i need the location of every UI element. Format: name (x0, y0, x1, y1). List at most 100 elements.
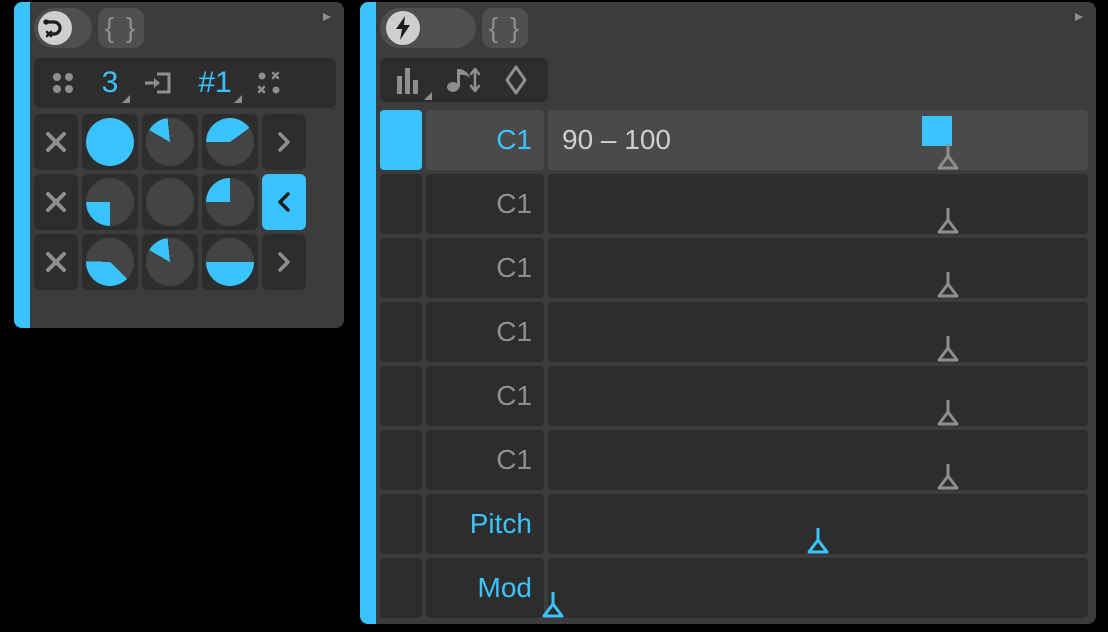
grid-row (34, 174, 336, 230)
lane-slider[interactable] (548, 558, 1088, 618)
mode-toggle[interactable] (34, 8, 92, 48)
bolt-icon (386, 11, 420, 45)
lane-enable-toggle[interactable] (380, 430, 422, 490)
expand-caret-icon[interactable] (318, 8, 336, 26)
lane-label[interactable]: C1 (426, 174, 544, 234)
step-cell[interactable] (82, 234, 138, 290)
step-cell[interactable] (142, 114, 198, 170)
randomize-button[interactable] (40, 61, 86, 105)
slider-handle[interactable] (937, 400, 959, 424)
expand-collapse-button[interactable] (492, 58, 540, 102)
lane-enable-toggle[interactable] (380, 302, 422, 362)
step-cell[interactable] (202, 234, 258, 290)
piano-view-button[interactable] (386, 58, 434, 102)
close-icon (44, 190, 68, 214)
lane-enable-toggle[interactable] (380, 238, 422, 298)
shuffle-dots-icon (255, 69, 283, 97)
left-toolbar: 3 #1 (34, 58, 336, 108)
note-arrows-icon (445, 66, 481, 94)
lane-row: C1 (380, 238, 1088, 298)
range-marker[interactable] (922, 116, 952, 146)
close-icon (44, 250, 68, 274)
pattern-number[interactable]: #1 (186, 61, 244, 105)
expand-caret-icon[interactable] (1070, 8, 1088, 26)
panel-accent-bar (360, 2, 376, 624)
step-grid (34, 114, 336, 290)
row-delete-button[interactable] (34, 114, 78, 170)
lane-enable-toggle[interactable] (380, 558, 422, 618)
lane-enable-toggle[interactable] (380, 110, 422, 170)
right-toolbar (380, 58, 548, 102)
step-cell[interactable] (202, 174, 258, 230)
lane-slider[interactable] (548, 238, 1088, 298)
route-icon (38, 11, 72, 45)
lane-row: Pitch (380, 494, 1088, 554)
lane-label[interactable]: Pitch (426, 494, 544, 554)
braces-label: { } (105, 12, 137, 44)
panel-header: { } (380, 8, 1088, 48)
step-count-value: 3 (102, 66, 119, 100)
chevron-right-icon (272, 250, 296, 274)
step-count[interactable]: 3 (88, 61, 132, 105)
step-input-button[interactable] (134, 61, 184, 105)
step-cell[interactable] (142, 174, 198, 230)
lane-label[interactable]: C1 (426, 238, 544, 298)
mode-toggle[interactable] (380, 8, 476, 48)
lane-label[interactable]: C1 (426, 430, 544, 490)
step-cell[interactable] (142, 234, 198, 290)
lane-label[interactable]: C1 (426, 110, 544, 170)
shuffle-button[interactable] (246, 61, 292, 105)
chevron-left-icon (272, 190, 296, 214)
diamond-updown-icon (502, 65, 530, 95)
lane-slider[interactable]: 90 – 100 (548, 110, 1088, 170)
slider-handle[interactable] (937, 208, 959, 232)
note-lanes-panel: { } (360, 2, 1096, 624)
piano-bars-icon (395, 66, 425, 94)
lane-row: C1 (380, 302, 1088, 362)
slider-handle[interactable] (937, 464, 959, 488)
chevron-right-icon (272, 130, 296, 154)
row-prev-button[interactable] (262, 174, 306, 230)
lane-label[interactable]: C1 (426, 366, 544, 426)
lane-value-text: 90 – 100 (562, 124, 671, 156)
lane-row: C1 90 – 100 (380, 110, 1088, 170)
lane-row: C1 (380, 366, 1088, 426)
lane-slider[interactable] (548, 366, 1088, 426)
close-icon (44, 130, 68, 154)
step-cell[interactable] (82, 174, 138, 230)
slider-handle[interactable] (937, 336, 959, 360)
braces-button[interactable]: { } (482, 8, 528, 48)
note-transpose-button[interactable] (438, 58, 488, 102)
row-delete-button[interactable] (34, 234, 78, 290)
lane-row: C1 (380, 430, 1088, 490)
grid-row (34, 234, 336, 290)
lane-slider[interactable] (548, 430, 1088, 490)
braces-button[interactable]: { } (98, 8, 144, 48)
slider-handle[interactable] (542, 592, 564, 616)
slider-handle[interactable] (937, 272, 959, 296)
panel-body: { } 3 (30, 2, 344, 328)
lane-slider[interactable] (548, 174, 1088, 234)
panel-body: { } (376, 2, 1096, 624)
lane-label[interactable]: Mod (426, 558, 544, 618)
row-next-button[interactable] (262, 114, 306, 170)
panel-accent-bar (14, 2, 30, 328)
lane-slider[interactable] (548, 302, 1088, 362)
lane-enable-toggle[interactable] (380, 494, 422, 554)
lane-row: Mod (380, 558, 1088, 618)
braces-label: { } (489, 12, 521, 44)
slider-handle[interactable] (807, 528, 829, 552)
lane-label[interactable]: C1 (426, 302, 544, 362)
lane-slider[interactable] (548, 494, 1088, 554)
grid-row (34, 114, 336, 170)
step-cell[interactable] (202, 114, 258, 170)
step-sequencer-panel: { } 3 (14, 2, 344, 328)
step-cell[interactable] (82, 114, 138, 170)
lane-list: C190 – 100C1C1C1C1C1PitchMod (380, 110, 1088, 618)
row-next-button[interactable] (262, 234, 306, 290)
slider-handle[interactable] (937, 144, 959, 168)
step-in-icon (143, 70, 175, 96)
lane-enable-toggle[interactable] (380, 366, 422, 426)
lane-enable-toggle[interactable] (380, 174, 422, 234)
row-delete-button[interactable] (34, 174, 78, 230)
